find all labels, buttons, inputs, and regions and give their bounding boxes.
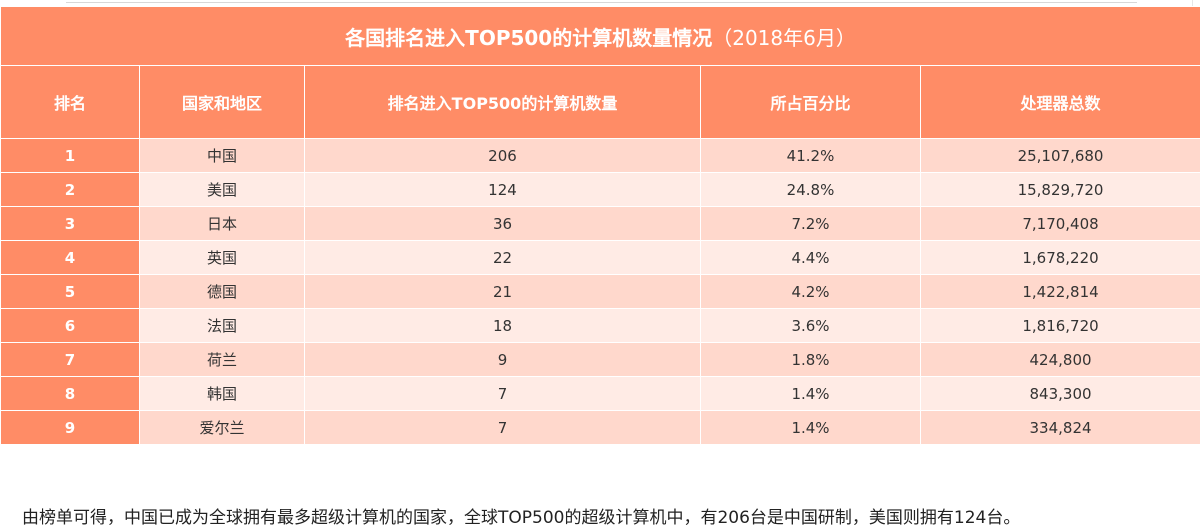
- table-row: 1 中国 206 41.2% 25,107,680: [0, 138, 1202, 173]
- rank-cell: 5: [0, 274, 140, 309]
- table-row: 5 德国 21 4.2% 1,422,814: [0, 274, 1202, 309]
- summary-caption: 由榜单可得，中国已成为全球拥有最多超级计算机的国家，全球TOP500的超级计算机…: [22, 508, 1021, 528]
- count-cell: 124: [304, 172, 701, 207]
- count-cell: 9: [304, 342, 701, 377]
- count-cell: 21: [304, 274, 701, 309]
- percent-cell: 4.4%: [700, 240, 921, 275]
- header-percent: 所占百分比: [700, 65, 921, 139]
- top-divider: [66, 2, 1137, 3]
- country-cell: 韩国: [139, 376, 305, 411]
- processors-cell: 424,800: [919, 342, 1202, 377]
- header-processors: 处理器总数: [919, 65, 1202, 139]
- percent-cell: 1.8%: [700, 342, 921, 377]
- country-cell: 法国: [139, 308, 305, 343]
- processors-cell: 25,107,680: [919, 138, 1202, 173]
- table-row: 6 法国 18 3.6% 1,816,720: [0, 308, 1202, 343]
- table-title-main: 各国排名进入TOP500的计算机数量情况: [345, 25, 713, 50]
- percent-cell: 4.2%: [700, 274, 921, 309]
- top500-table: 各国排名进入TOP500的计算机数量情况（2018年6月） 排名 国家和地区 排…: [0, 6, 1202, 445]
- table-title-date: （2018年6月）: [712, 25, 856, 50]
- count-cell: 7: [304, 376, 701, 411]
- rank-cell: 6: [0, 308, 140, 343]
- header-rank: 排名: [0, 65, 140, 139]
- country-cell: 荷兰: [139, 342, 305, 377]
- rank-cell: 9: [0, 410, 140, 445]
- table-row: 9 爱尔兰 7 1.4% 334,824: [0, 410, 1202, 445]
- table-title-row: 各国排名进入TOP500的计算机数量情况（2018年6月）: [0, 6, 1202, 66]
- rank-cell: 8: [0, 376, 140, 411]
- rank-cell: 1: [0, 138, 140, 173]
- count-cell: 206: [304, 138, 701, 173]
- country-cell: 美国: [139, 172, 305, 207]
- percent-cell: 7.2%: [700, 206, 921, 241]
- country-cell: 日本: [139, 206, 305, 241]
- processors-cell: 1,816,720: [919, 308, 1202, 343]
- table-title: 各国排名进入TOP500的计算机数量情况（2018年6月）: [0, 6, 1202, 66]
- table-row: 7 荷兰 9 1.8% 424,800: [0, 342, 1202, 377]
- count-cell: 36: [304, 206, 701, 241]
- country-cell: 爱尔兰: [139, 410, 305, 445]
- header-country: 国家和地区: [139, 65, 305, 139]
- rank-cell: 3: [0, 206, 140, 241]
- scroll-edge: [1192, 0, 1201, 6]
- table-row: 3 日本 36 7.2% 7,170,408: [0, 206, 1202, 241]
- processors-cell: 334,824: [919, 410, 1202, 445]
- processors-cell: 7,170,408: [919, 206, 1202, 241]
- table-header-row: 排名 国家和地区 排名进入TOP500的计算机数量 所占百分比 处理器总数: [0, 65, 1202, 139]
- percent-cell: 1.4%: [700, 410, 921, 445]
- rank-cell: 4: [0, 240, 140, 275]
- processors-cell: 843,300: [919, 376, 1202, 411]
- processors-cell: 1,422,814: [919, 274, 1202, 309]
- table-row: 8 韩国 7 1.4% 843,300: [0, 376, 1202, 411]
- processors-cell: 15,829,720: [919, 172, 1202, 207]
- country-cell: 德国: [139, 274, 305, 309]
- rank-cell: 2: [0, 172, 140, 207]
- processors-cell: 1,678,220: [919, 240, 1202, 275]
- percent-cell: 3.6%: [700, 308, 921, 343]
- rank-cell: 7: [0, 342, 140, 377]
- percent-cell: 1.4%: [700, 376, 921, 411]
- country-cell: 英国: [139, 240, 305, 275]
- header-count: 排名进入TOP500的计算机数量: [304, 65, 701, 139]
- count-cell: 7: [304, 410, 701, 445]
- country-cell: 中国: [139, 138, 305, 173]
- percent-cell: 24.8%: [700, 172, 921, 207]
- count-cell: 22: [304, 240, 701, 275]
- percent-cell: 41.2%: [700, 138, 921, 173]
- table-row: 2 美国 124 24.8% 15,829,720: [0, 172, 1202, 207]
- count-cell: 18: [304, 308, 701, 343]
- table-row: 4 英国 22 4.4% 1,678,220: [0, 240, 1202, 275]
